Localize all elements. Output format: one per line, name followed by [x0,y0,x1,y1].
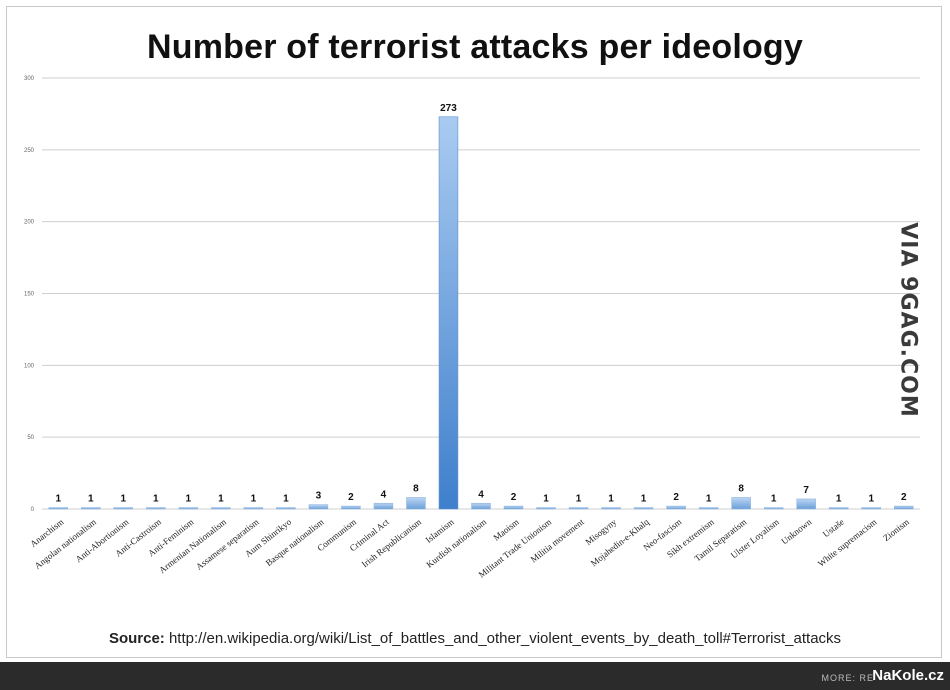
bar-3 [146,507,166,510]
data-label-18: 1 [641,494,647,505]
chart-frame [6,6,942,658]
footer-bar: MORE: RE NaKole.cz [0,662,950,690]
category-label-23: Unknown [779,516,814,546]
bar-4 [178,507,199,510]
y-tick-label-0: 0 [31,507,35,513]
y-tick-label-200: 200 [24,220,35,226]
data-label-11: 8 [413,484,419,495]
data-label-16: 1 [576,494,582,505]
data-label-26: 2 [901,492,907,503]
data-label-9: 2 [348,492,354,503]
data-label-20: 1 [706,494,712,505]
watermark-text: VIA 9GAG.COM [895,222,921,418]
bar-19 [666,505,686,510]
bar-24 [828,507,849,510]
data-label-7: 1 [283,494,289,505]
data-label-3: 1 [153,494,159,505]
category-label-24: Ustaše [821,517,846,540]
bar-26 [894,505,914,510]
y-tick-label-300: 300 [24,76,35,82]
data-label-1: 1 [88,494,94,505]
bar-12 [438,116,459,510]
data-label-15: 1 [543,494,549,505]
bar-18 [633,507,654,510]
data-label-23: 7 [803,485,809,496]
bar-8 [308,504,329,510]
y-tick-label-150: 150 [24,292,35,298]
data-label-13: 4 [478,489,484,500]
bar-15 [536,507,556,510]
bar-17 [601,507,621,510]
data-label-12: 273 [440,103,457,114]
footer-brand-logo[interactable]: NaKole.cz [872,667,944,684]
data-label-2: 1 [121,494,127,505]
bar-25 [861,507,881,510]
category-label-13: Kurdish nationalism [424,517,488,570]
category-label-14: Maoism [491,517,520,543]
bar-22 [763,507,784,510]
category-label-18: Mojahedin-e-Khalq [589,516,651,568]
data-label-5: 1 [218,494,224,505]
bar-21 [731,497,751,510]
y-tick-label-100: 100 [24,363,35,369]
data-label-10: 4 [381,489,387,500]
category-label-11: Irish Republicanism [360,517,423,570]
data-label-19: 2 [673,492,679,503]
data-label-22: 1 [771,494,777,505]
data-label-21: 8 [738,484,744,495]
data-label-17: 1 [608,494,614,505]
data-label-8: 3 [316,491,322,502]
bar-9 [341,505,361,510]
category-label-25: White supremacism [816,517,879,569]
data-label-24: 1 [836,494,842,505]
bar-6 [243,507,264,510]
category-label-26: Zionism [881,517,911,543]
y-tick-label-50: 50 [27,435,34,441]
y-tick-label-250: 250 [24,148,35,154]
source-label: Source: [108,630,165,647]
bar-20 [698,507,719,510]
bar-1 [81,507,101,510]
bar-2 [113,507,134,510]
source-url[interactable]: http://en.wikipedia.org/wiki/List_of_bat… [168,630,842,647]
bar-14 [503,505,524,510]
bar-10 [373,502,394,510]
bar-23 [796,498,816,510]
data-label-25: 1 [868,494,874,505]
data-label-4: 1 [186,494,192,505]
data-label-14: 2 [511,492,517,503]
bar-13 [471,502,491,510]
footer-more-link[interactable]: MORE: RE [821,673,874,683]
data-label-0: 1 [55,494,61,505]
bar-5 [211,507,231,510]
bar-7 [276,507,296,510]
watermark: VIA 9GAG.COM [878,170,938,470]
category-label-8: Basque nationalism [264,517,326,568]
bar-16 [568,507,589,510]
bar-0 [48,507,68,510]
bar-11 [406,497,426,510]
chart-title: Number of terrorist attacks per ideology [146,28,804,66]
data-label-6: 1 [251,494,257,505]
source-line: Source: http://en.wikipedia.org/wiki/Lis… [0,630,950,647]
